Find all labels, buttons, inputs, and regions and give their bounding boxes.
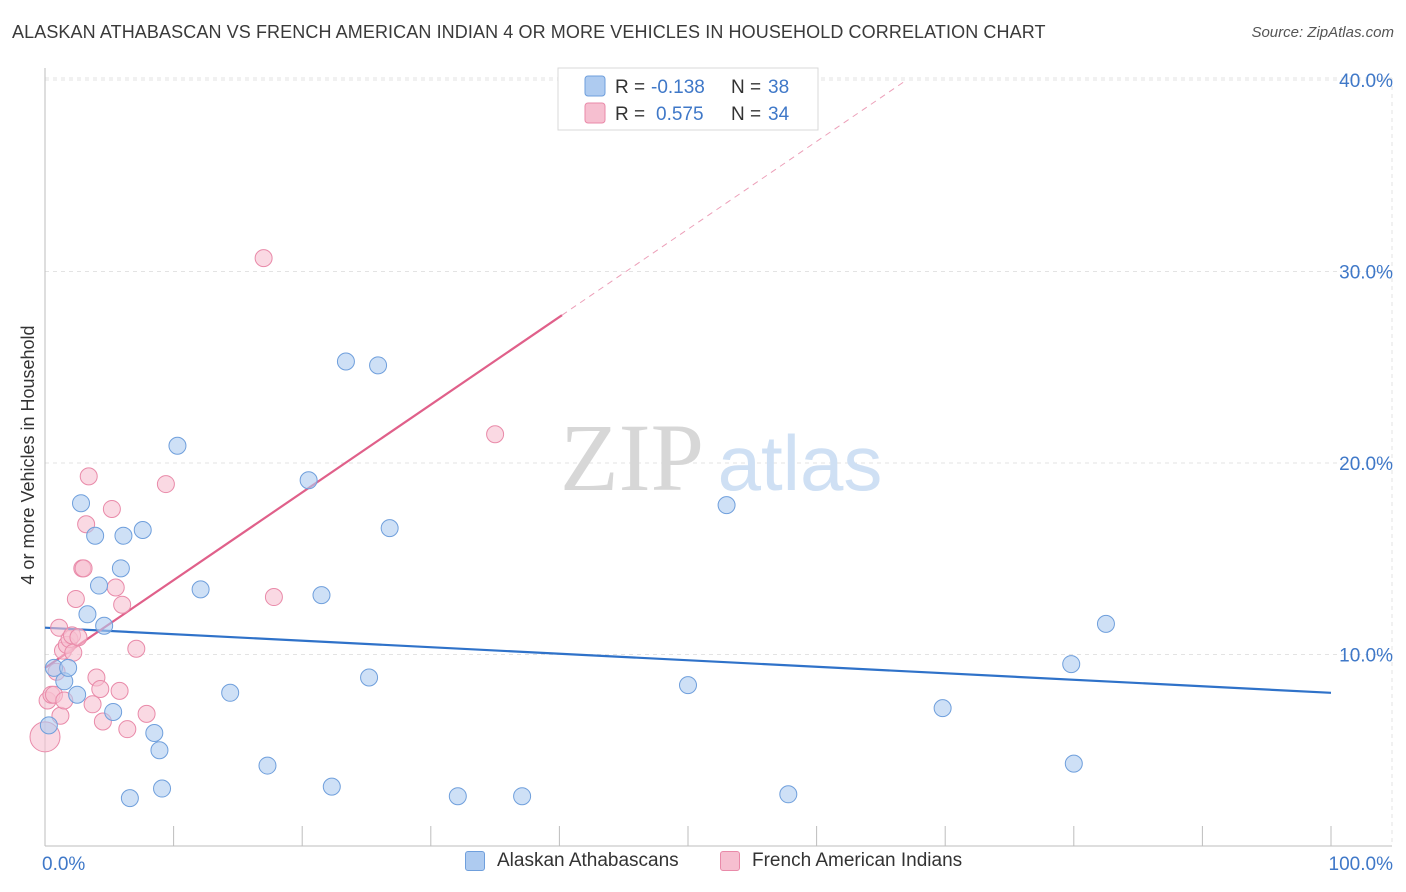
axes — [44, 68, 1392, 847]
point-blue-24 — [322, 777, 341, 796]
point-blue-36 — [1064, 754, 1083, 773]
trend-line-blue — [44, 626, 1332, 694]
x-tick-label-0: 0.0% — [42, 854, 85, 875]
legend-pink-r-value: 0.575 — [656, 104, 704, 125]
legend-label-french-american-indians: French American Indians — [752, 850, 963, 871]
legend-blue-n-value: 38 — [768, 77, 789, 98]
point-pink-19 — [83, 695, 102, 714]
series-alaskan-athabascans — [39, 352, 1115, 808]
trend-line-extension-pink — [561, 79, 907, 316]
legend-swatch-blue — [465, 851, 485, 871]
point-blue-19 — [191, 580, 210, 599]
point-blue-21 — [258, 756, 277, 775]
legend-blue-r-label: R = — [615, 77, 645, 98]
point-blue-15 — [145, 724, 164, 743]
point-blue-8 — [90, 576, 109, 595]
point-pink-13 — [66, 589, 85, 608]
tick-labels: 10.0% 20.0% 30.0% 40.0% 0.0% 100.0% — [42, 71, 1393, 875]
gridlines — [45, 77, 1393, 846]
point-blue-0 — [39, 716, 58, 735]
point-blue-11 — [111, 559, 130, 578]
point-blue-5 — [72, 494, 91, 513]
watermark-zip: ZIP — [560, 404, 704, 511]
point-blue-26 — [360, 668, 379, 687]
x-tick-label-100: 100.0% — [1329, 854, 1394, 875]
legend-blue-swatch — [584, 75, 606, 97]
y-tick-label-40: 40.0% — [1339, 71, 1393, 92]
point-blue-9 — [95, 616, 114, 635]
point-pink-30 — [156, 475, 175, 494]
watermark: ZIP atlas — [560, 404, 882, 511]
point-pink-18 — [79, 467, 98, 486]
y-axis-label: 4 or more Vehicles in Household — [18, 325, 38, 584]
point-pink-21 — [91, 679, 110, 698]
point-blue-32 — [717, 496, 736, 515]
point-blue-29 — [448, 787, 467, 806]
point-blue-10 — [104, 702, 123, 721]
legend-pink-r-label: R = — [615, 104, 645, 125]
point-pink-29 — [137, 704, 156, 723]
point-pink-12 — [64, 643, 83, 662]
point-blue-33 — [779, 785, 798, 804]
point-pink-32 — [264, 588, 283, 607]
legend-pink-n-value: 34 — [768, 104, 790, 125]
y-tick-label-30: 30.0% — [1339, 263, 1393, 284]
point-blue-27 — [369, 356, 388, 375]
point-blue-6 — [78, 605, 97, 624]
series-legend: Alaskan Athabascans French American Indi… — [0, 850, 1406, 880]
legend-swatch-pink — [720, 851, 740, 871]
legend-item-french-american-indians[interactable]: French American Indians — [720, 850, 962, 872]
point-pink-25 — [110, 681, 129, 700]
trend-lines — [44, 79, 1332, 694]
legend-item-alaskan-athabascans[interactable]: Alaskan Athabascans — [465, 850, 679, 872]
point-pink-27 — [118, 720, 137, 739]
point-pink-23 — [102, 499, 121, 518]
trend-line-pink — [44, 314, 563, 669]
point-blue-16 — [150, 741, 169, 760]
point-pink-24 — [106, 578, 125, 597]
point-pink-16 — [74, 559, 93, 578]
watermark-atlas: atlas — [718, 419, 883, 507]
point-pink-28 — [127, 639, 146, 658]
point-blue-3 — [59, 658, 78, 677]
point-blue-35 — [1062, 655, 1081, 674]
point-blue-4 — [68, 685, 87, 704]
point-pink-33 — [486, 425, 505, 444]
point-blue-37 — [1096, 614, 1115, 633]
source-credit: Source: ZipAtlas.com — [1251, 24, 1394, 41]
point-pink-14 — [69, 628, 88, 647]
point-blue-28 — [380, 519, 399, 538]
point-pink-26 — [113, 595, 132, 614]
legend-blue-r-value: -0.138 — [651, 77, 705, 98]
point-blue-25 — [336, 352, 355, 371]
point-blue-30 — [513, 787, 532, 806]
chart-title: ALASKAN ATHABASCAN VS FRENCH AMERICAN IN… — [12, 22, 1046, 42]
point-blue-7 — [86, 526, 105, 545]
point-blue-22 — [299, 471, 318, 490]
point-blue-13 — [120, 789, 139, 808]
y-tick-label-10: 10.0% — [1339, 646, 1393, 667]
legend-blue-n-label: N = — [731, 77, 761, 98]
point-blue-12 — [114, 526, 133, 545]
series-french-american-indians — [29, 249, 505, 753]
point-blue-34 — [933, 699, 952, 718]
point-pink-31 — [254, 249, 273, 268]
y-tick-label-20: 20.0% — [1339, 454, 1393, 475]
legend-label-alaskan-athabascans: Alaskan Athabascans — [497, 850, 679, 871]
point-blue-20 — [221, 683, 240, 702]
point-blue-18 — [168, 436, 187, 455]
legend-pink-swatch — [584, 102, 606, 124]
point-blue-17 — [153, 779, 172, 798]
point-blue-23 — [312, 586, 331, 605]
point-blue-31 — [679, 676, 697, 695]
legend-pink-n-label: N = — [731, 104, 761, 125]
point-blue-14 — [133, 521, 152, 540]
correlation-legend: R = -0.138 N = 38 R = 0.575 N = 34 — [557, 67, 819, 131]
